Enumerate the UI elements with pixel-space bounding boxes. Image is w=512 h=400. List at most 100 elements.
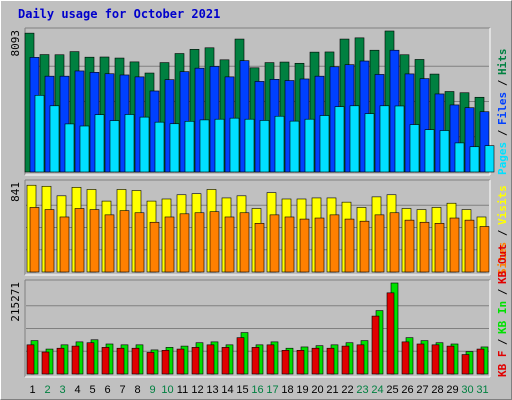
bar-sites <box>179 213 190 273</box>
bar-pages <box>349 105 360 173</box>
bar-kb-out <box>371 315 380 375</box>
day-label: 7 <box>119 384 125 396</box>
bar-pages <box>34 95 45 173</box>
bar-kb-out <box>206 344 215 375</box>
bar-kb-out <box>71 345 80 375</box>
legend-separator: / <box>496 229 509 236</box>
day-label: 11 <box>177 384 188 396</box>
bar-sites <box>134 212 145 273</box>
bar-kb-out <box>431 344 440 375</box>
bar-kb-out <box>311 347 320 375</box>
y-max-label: 215271 <box>9 282 22 322</box>
bar-pages <box>244 118 255 173</box>
bar-sites <box>149 221 160 273</box>
day-label: 29 <box>446 384 458 396</box>
day-label: 6 <box>104 384 110 396</box>
bar-pages <box>319 115 330 173</box>
bar-kb-out <box>416 343 425 375</box>
bar-pages <box>124 114 135 173</box>
chart-title: Daily usage for October 2021 <box>18 7 221 21</box>
bar-sites <box>449 217 460 273</box>
legend-files: Files <box>496 92 509 125</box>
day-label: 3 <box>59 384 65 396</box>
bar-pages <box>274 115 285 173</box>
bar-sites <box>164 216 175 273</box>
bar-sites <box>44 209 55 273</box>
legend-sites: Sites <box>496 242 509 275</box>
bar-pages <box>424 129 435 173</box>
bar-sites <box>389 212 400 273</box>
day-label: 31 <box>476 384 488 396</box>
bar-kb-out <box>296 350 305 375</box>
bar-kb-out <box>326 347 335 375</box>
bar-kb-out <box>56 347 65 375</box>
legend-visits: Visits <box>496 185 509 225</box>
bar-sites <box>74 208 85 273</box>
bar-pages <box>169 123 180 173</box>
day-label: 16 <box>251 384 263 396</box>
bar-pages <box>184 121 195 173</box>
bar-pages <box>439 130 450 173</box>
bar-sites <box>224 216 235 273</box>
bar-kb-out <box>161 350 170 375</box>
bar-pages <box>484 145 495 173</box>
bar-pages <box>49 105 60 173</box>
day-label: 12 <box>191 384 203 396</box>
bar-sites <box>419 221 430 273</box>
day-label: 23 <box>356 384 368 396</box>
legend-kb-in: KB In <box>496 301 509 334</box>
legend-hits: Hits <box>496 49 509 76</box>
bar-pages <box>199 119 210 173</box>
bar-sites <box>329 214 340 273</box>
bar-pages <box>109 120 120 173</box>
bar-sites <box>344 218 355 273</box>
bar-sites <box>239 212 250 273</box>
day-label: 15 <box>236 384 248 396</box>
day-label: 10 <box>161 384 173 396</box>
day-label: 14 <box>221 384 233 396</box>
legend-kb-f: KB F <box>496 351 509 378</box>
legend-kb-out: KB Out <box>496 244 509 284</box>
bar-files <box>479 111 490 173</box>
bar-kb-out <box>191 347 200 375</box>
bar-sites <box>479 226 490 273</box>
bar-pages <box>64 123 75 173</box>
bar-files <box>419 78 430 173</box>
bar-files <box>239 60 250 173</box>
y-max-label: 8093 <box>9 30 22 57</box>
bar-sites <box>59 216 70 273</box>
legend-separator: / <box>496 288 509 295</box>
bar-files <box>404 73 415 173</box>
bar-kb-out <box>476 348 485 375</box>
bar-kb-out <box>281 350 290 375</box>
bar-pages <box>364 113 375 173</box>
bar-sites <box>29 207 40 273</box>
bar-sites <box>314 217 325 273</box>
bar-kb-out <box>446 345 455 375</box>
bar-pages <box>304 118 315 173</box>
bar-pages <box>139 116 150 173</box>
bar-pages <box>394 105 405 173</box>
bar-sites <box>104 214 115 273</box>
day-label: 21 <box>326 384 338 396</box>
day-label: 25 <box>386 384 398 396</box>
bar-pages <box>469 146 480 173</box>
bar-pages <box>289 120 300 173</box>
legend-kb: KB F / KB In / KB Out <box>496 244 509 377</box>
bar-sites <box>284 216 295 273</box>
bar-kb-out <box>341 345 350 375</box>
bar-kb-out <box>146 352 155 375</box>
bar-pages <box>334 106 345 173</box>
legend-hits-files-pages: Pages / Files / Hits <box>496 49 509 176</box>
bar-sites <box>299 218 310 273</box>
bar-kb-out <box>101 347 110 375</box>
day-label: 17 <box>266 384 278 396</box>
bar-kb-out <box>86 342 95 375</box>
day-label: 13 <box>206 384 218 396</box>
day-label: 30 <box>461 384 473 396</box>
bar-kb-out <box>131 347 140 375</box>
legend-pages: Pages <box>496 142 509 175</box>
y-max-label: 841 <box>9 182 22 202</box>
bar-kb-out <box>461 354 470 375</box>
